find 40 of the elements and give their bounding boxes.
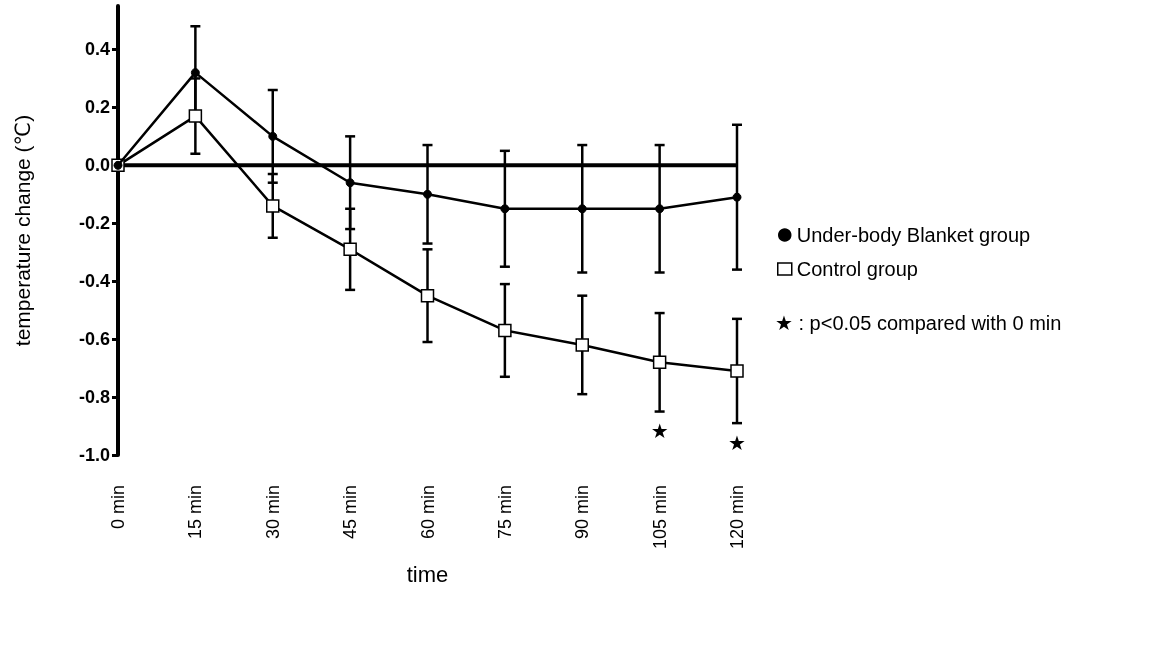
y-tick-label: 0.2: [84, 97, 110, 118]
point: [343, 242, 357, 257]
x-tick-label: 45 min: [340, 485, 361, 540]
point: [575, 338, 589, 352]
point: [732, 192, 742, 202]
point: [345, 178, 355, 188]
x-tick-label: 0 min: [108, 485, 128, 530]
point: [190, 68, 200, 78]
point: [652, 355, 667, 370]
point: [730, 364, 744, 378]
x-axis-title: time: [406, 561, 449, 587]
legend-label: Under-body Blanket group: [796, 224, 1031, 246]
y-tick-label: -1.0: [78, 445, 110, 465]
x-tick-label: 60 min: [417, 485, 438, 540]
point: [266, 199, 280, 213]
y-axis-title: temperature change (℃): [11, 114, 34, 347]
x-tick-label: 120 min: [727, 485, 747, 550]
point: [423, 189, 432, 199]
text: ★ : p<0.05 compared with 0 min: [775, 312, 1062, 334]
point: [188, 109, 203, 123]
annotation: ★: [650, 420, 669, 442]
y-tick-label: -0.2: [78, 213, 110, 234]
y-tick-label: -0.8: [78, 387, 110, 408]
y-tick-label: -0.4: [78, 271, 110, 292]
point: [268, 131, 278, 141]
point: [500, 204, 510, 214]
x-tick-label: 15 min: [185, 485, 206, 540]
point: [498, 323, 512, 338]
x-tick-label: 75 min: [494, 485, 515, 540]
x-tick-label: 105 min: [649, 485, 670, 550]
y-tick-label: -0.6: [78, 329, 110, 350]
point: [420, 288, 435, 303]
legend-label: Control group: [796, 258, 918, 280]
x-tick-label: 30 min: [262, 485, 283, 540]
annotation: ★: [728, 432, 746, 454]
x-tick-label: 90 min: [572, 485, 593, 540]
y-tick-label: 0.0: [84, 155, 110, 176]
point: [655, 204, 665, 214]
point: [577, 204, 587, 214]
y-tick-label: 0.4: [84, 39, 110, 60]
